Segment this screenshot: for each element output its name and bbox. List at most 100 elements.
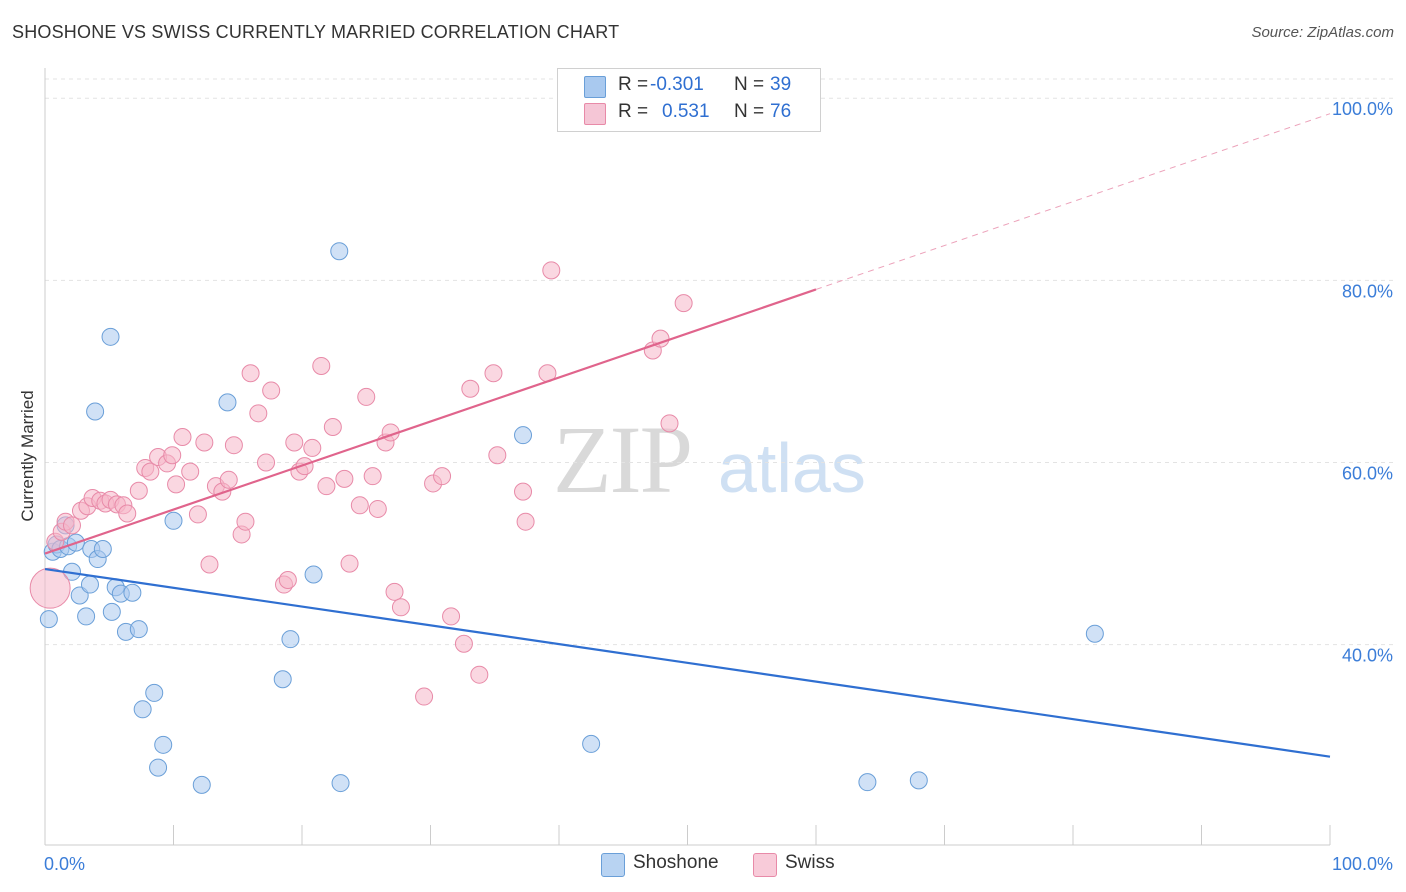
point-swiss bbox=[219, 470, 238, 489]
legend-swatch-swiss bbox=[584, 103, 606, 125]
point-shoshone bbox=[273, 670, 292, 689]
point-swiss bbox=[118, 504, 137, 523]
trendline-shoshone bbox=[44, 567, 1331, 758]
trendline-extension-swiss bbox=[815, 113, 1331, 290]
point-shoshone bbox=[330, 242, 349, 261]
legend-n-value: 76 bbox=[770, 101, 792, 122]
point-shoshone bbox=[39, 610, 58, 629]
point-swiss bbox=[514, 482, 533, 501]
point-shoshone bbox=[101, 327, 120, 346]
point-swiss bbox=[257, 453, 276, 472]
point-shoshone bbox=[1085, 624, 1104, 643]
legend-n-label: N = bbox=[734, 74, 765, 95]
point-swiss bbox=[488, 446, 507, 465]
point-shoshone bbox=[154, 735, 173, 754]
point-swiss bbox=[141, 462, 160, 481]
point-shoshone bbox=[304, 565, 323, 584]
legend-r-label: R = bbox=[618, 101, 649, 122]
point-shoshone bbox=[80, 575, 99, 594]
correlation-legend: R = -0.301 N = 39 R = 0.531 N = 76 bbox=[557, 68, 821, 132]
point-shoshone bbox=[77, 607, 96, 626]
point-swiss bbox=[129, 481, 148, 500]
point-shoshone bbox=[858, 773, 877, 792]
point-swiss bbox=[674, 294, 693, 313]
point-swiss bbox=[195, 433, 214, 452]
point-shoshone bbox=[331, 774, 350, 793]
point-shoshone bbox=[514, 426, 533, 445]
y-tick-label: 100.0% bbox=[1332, 99, 1393, 119]
point-swiss bbox=[163, 446, 182, 465]
bottom-legend-swatch-shoshone bbox=[601, 853, 625, 877]
point-swiss bbox=[542, 261, 561, 280]
point-swiss bbox=[385, 582, 404, 601]
point-swiss bbox=[188, 505, 207, 524]
point-swiss bbox=[651, 329, 670, 348]
legend-n-label: N = bbox=[734, 101, 765, 122]
point-swiss bbox=[295, 457, 314, 476]
point-swiss bbox=[454, 634, 473, 653]
point-shoshone bbox=[909, 771, 928, 790]
point-swiss bbox=[350, 496, 369, 515]
bottom-legend-label-shoshone: Shoshone bbox=[633, 852, 719, 873]
point-shoshone bbox=[192, 775, 211, 794]
bottom-legend-swatch-swiss bbox=[753, 853, 777, 877]
point-shoshone bbox=[149, 758, 168, 777]
point-swiss bbox=[224, 436, 243, 455]
point-swiss bbox=[368, 499, 387, 518]
point-shoshone bbox=[218, 393, 237, 412]
point-swiss bbox=[516, 512, 535, 531]
point-swiss bbox=[660, 414, 679, 433]
point-swiss bbox=[278, 570, 297, 589]
x-tick-label: 0.0% bbox=[44, 854, 85, 874]
point-swiss bbox=[236, 512, 255, 531]
point-shoshone bbox=[86, 402, 105, 421]
point-shoshone bbox=[123, 583, 142, 602]
point-swiss bbox=[433, 467, 452, 486]
legend-r-label: R = bbox=[618, 74, 649, 95]
watermark-atlas: atlas bbox=[718, 429, 866, 507]
point-swiss bbox=[241, 364, 260, 383]
point-swiss bbox=[62, 516, 81, 535]
point-swiss bbox=[200, 555, 219, 574]
point-swiss bbox=[335, 469, 354, 488]
point-shoshone bbox=[164, 511, 183, 530]
point-shoshone bbox=[93, 540, 112, 559]
point-swiss bbox=[303, 438, 322, 457]
trendline-swiss bbox=[44, 288, 817, 555]
point-shoshone bbox=[281, 630, 300, 649]
legend-r-value: -0.301 bbox=[650, 74, 704, 95]
point-swiss bbox=[323, 417, 342, 436]
legend-n-value: 39 bbox=[770, 74, 792, 95]
y-tick-label: 40.0% bbox=[1342, 646, 1393, 666]
point-swiss bbox=[317, 477, 336, 496]
point-swiss bbox=[262, 381, 281, 400]
y-tick-label: 60.0% bbox=[1342, 464, 1393, 484]
point-swiss bbox=[415, 687, 434, 706]
point-swiss bbox=[29, 567, 71, 609]
bottom-legend-label-swiss: Swiss bbox=[785, 852, 835, 873]
point-swiss bbox=[173, 428, 192, 446]
point-swiss bbox=[285, 433, 304, 452]
legend-swatch-shoshone bbox=[584, 76, 606, 98]
point-swiss bbox=[181, 462, 200, 481]
point-swiss bbox=[340, 554, 359, 573]
legend-r-value: 0.531 bbox=[662, 101, 710, 122]
point-shoshone bbox=[102, 602, 121, 621]
point-shoshone bbox=[133, 700, 152, 719]
source-label: Source: ZipAtlas.com bbox=[1251, 24, 1394, 41]
point-swiss bbox=[461, 379, 480, 398]
y-tick-label: 80.0% bbox=[1342, 281, 1393, 301]
chart-title: SHOSHONE VS SWISS CURRENTLY MARRIED CORR… bbox=[12, 22, 620, 42]
point-swiss bbox=[484, 364, 503, 383]
point-swiss bbox=[391, 598, 410, 617]
point-swiss bbox=[442, 607, 461, 626]
point-swiss bbox=[312, 356, 331, 375]
point-swiss bbox=[167, 475, 186, 494]
x-tick-label: 100.0% bbox=[1332, 854, 1393, 874]
point-swiss bbox=[357, 387, 376, 406]
point-swiss bbox=[363, 467, 382, 486]
point-shoshone bbox=[145, 683, 164, 702]
point-swiss bbox=[470, 665, 489, 684]
point-shoshone bbox=[129, 620, 148, 639]
